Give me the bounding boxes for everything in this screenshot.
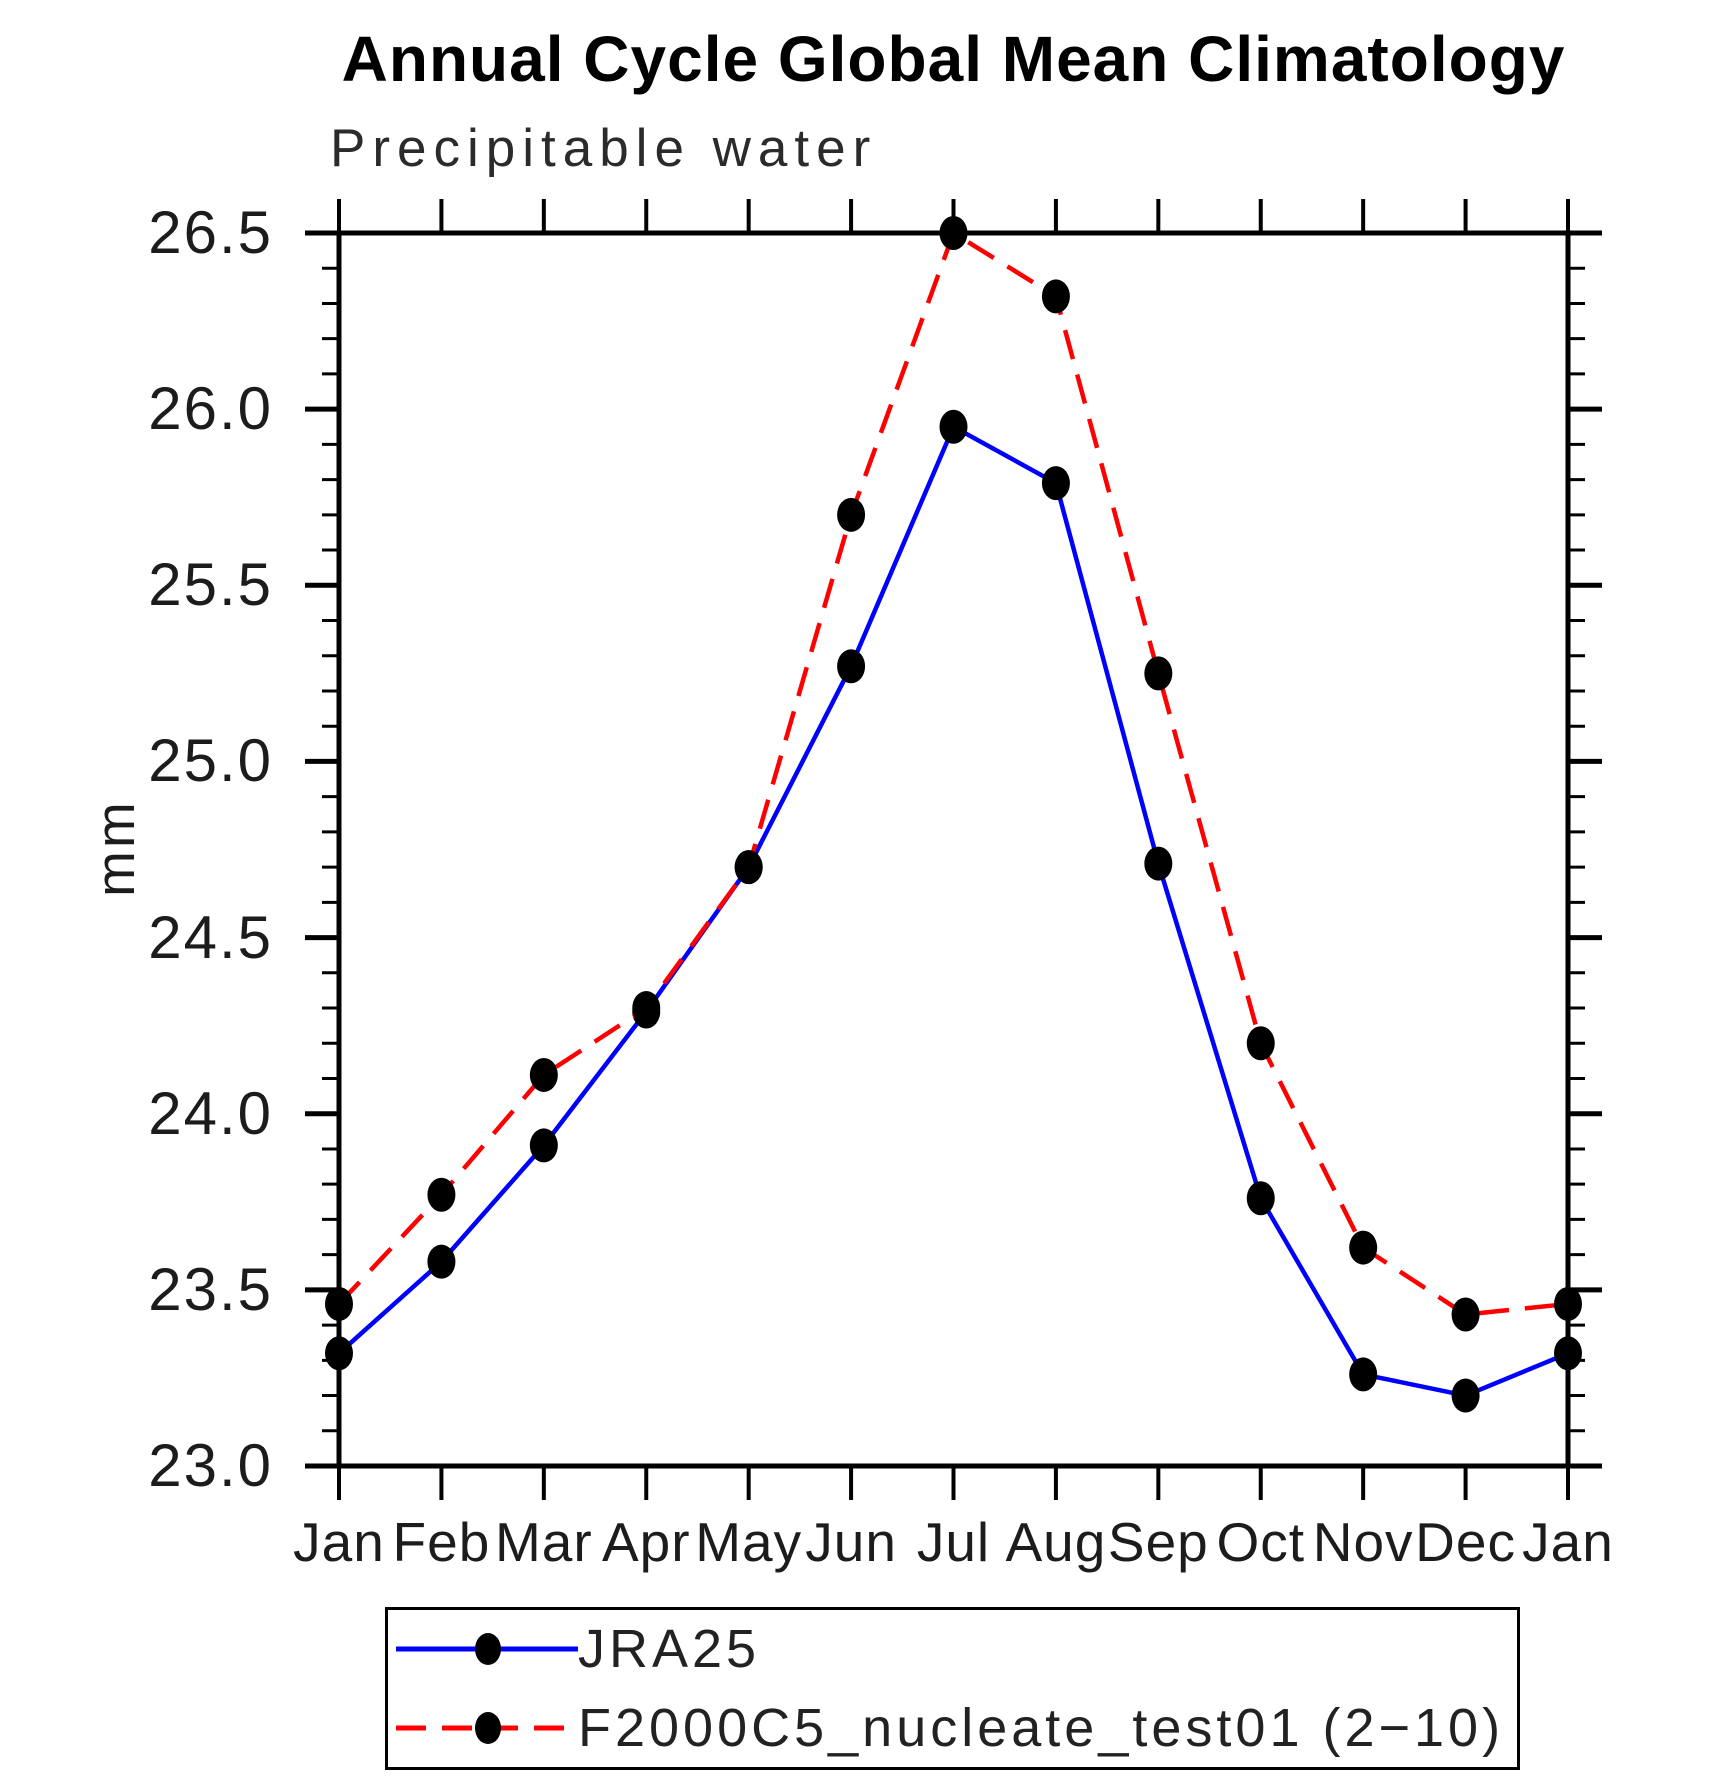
legend-marker-dot [475,1711,501,1744]
x-tick-label-feb-1: Feb [392,1511,491,1573]
legend-marker-dot [475,1633,501,1666]
data-point-marker [632,991,661,1026]
x-tick-label-nov-10: Nov [1312,1511,1414,1573]
data-point-marker [1554,1336,1582,1371]
data-point-marker [1451,1378,1480,1413]
data-point-marker [427,1244,456,1279]
y-ticks [305,230,1602,1469]
y-tick-label: 23.0 [148,1432,273,1499]
data-point-marker [325,1286,353,1321]
x-tick-label-apr-3: Apr [601,1511,691,1573]
y-tick-label: 26.5 [148,199,273,266]
y-tick-label: 25.5 [148,551,273,619]
data-point-marker [1144,656,1173,691]
legend: JRA25 F2000C5_nucleate_test01 (2−10) [385,1607,1520,1770]
data-point-marker [529,1128,558,1163]
legend-dashed-line-sample [396,1711,578,1744]
data-point-marker [1041,466,1070,501]
data-point-marker [939,216,968,250]
data-point-marker [1349,1357,1378,1392]
x-tick-label-jan-0: Jan [293,1511,385,1573]
legend-item-jra25: JRA25 [388,1610,1517,1689]
data-point-marker [427,1177,456,1212]
data-point-marker [529,1057,558,1092]
y-tick-label: 25.0 [148,727,273,795]
x-tick-label-may-4: May [695,1511,803,1573]
data-point-marker [1246,1026,1275,1061]
legend-solid-line-sample [396,1633,578,1666]
x-tick-label-mar-2: Mar [494,1511,593,1573]
data-point-marker [1349,1230,1378,1265]
x-tick-label-sep-8: Sep [1107,1511,1209,1573]
series-F2000C5_nucleate_test01 (2−10) [325,216,1582,1332]
y-tick-label: 23.5 [148,1255,273,1323]
legend-label: JRA25 [578,1619,761,1680]
chart-title: Annual Cycle Global Mean Climatology [341,23,1566,95]
x-tick-label-aug-7: Aug [1005,1511,1107,1573]
data-point-marker [837,649,866,684]
legend-item-f2000c5: F2000C5_nucleate_test01 (2−10) [388,1689,1517,1768]
data-point-marker [1554,1286,1582,1321]
series-JRA25 [325,409,1582,1413]
data-point-marker [837,497,866,532]
chart-subtitle: Precipitable water [330,119,878,178]
x-tick-label-dec-11: Dec [1415,1511,1516,1573]
y-tick-label: 26.0 [148,375,273,443]
y-tick-label: 24.5 [148,903,273,971]
legend-label: F2000C5_nucleate_test01 (2−10) [578,1697,1505,1758]
y-tick-label: 24.0 [148,1079,273,1147]
x-tick-label-jul-6: Jul [916,1511,991,1573]
x-tick-label-jan-12: Jan [1522,1511,1614,1573]
data-point-marker [734,850,763,885]
data-point-marker [1451,1297,1480,1332]
data-point-marker [1246,1181,1275,1216]
x-tick-label-jun-5: Jun [805,1511,897,1573]
data-point-marker [1144,846,1173,881]
month-ticks [337,199,1570,1500]
data-point-marker [325,1336,353,1371]
data-point-marker [939,409,968,444]
data-point-marker [1041,279,1070,314]
y-axis-tick-labels: 26.5 26.0 25.5 25.0 24.5 24.0 23.5 23.0 [0,0,273,1778]
x-tick-label-oct-9: Oct [1216,1511,1306,1573]
